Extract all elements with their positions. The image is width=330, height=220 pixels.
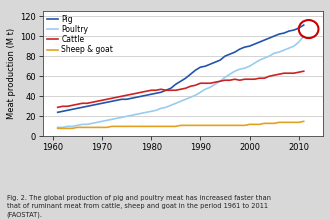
Poultry bbox=[302, 35, 306, 37]
Poultry bbox=[56, 126, 60, 129]
Line: Sheep & goat: Sheep & goat bbox=[58, 121, 304, 128]
Sheep & goat bbox=[129, 125, 133, 128]
Pig bbox=[110, 100, 114, 103]
Poultry bbox=[233, 70, 237, 73]
Line: Cattle: Cattle bbox=[58, 71, 304, 107]
Pig bbox=[129, 97, 133, 100]
Poultry bbox=[297, 41, 301, 43]
Sheep & goat bbox=[110, 125, 114, 128]
Cattle bbox=[218, 80, 222, 82]
Poultry bbox=[218, 80, 222, 82]
Cattle bbox=[110, 97, 114, 100]
Poultry bbox=[129, 114, 133, 117]
Sheep & goat bbox=[233, 124, 237, 127]
Line: Poultry: Poultry bbox=[58, 36, 304, 127]
Pig bbox=[134, 96, 138, 99]
Poultry bbox=[134, 113, 138, 116]
Pig bbox=[297, 27, 301, 29]
Sheep & goat bbox=[56, 127, 60, 130]
Cattle bbox=[233, 78, 237, 81]
Text: Fig. 2. The global production of pig and poultry meat has increased faster than
: Fig. 2. The global production of pig and… bbox=[7, 195, 271, 218]
Cattle bbox=[129, 93, 133, 95]
Pig bbox=[56, 111, 60, 114]
Legend: Pig, Poultry, Cattle, Sheep & goat: Pig, Poultry, Cattle, Sheep & goat bbox=[45, 13, 115, 56]
Pig bbox=[302, 24, 306, 26]
Cattle bbox=[56, 106, 60, 109]
Line: Pig: Pig bbox=[58, 25, 304, 112]
Poultry bbox=[110, 118, 114, 121]
Pig bbox=[218, 59, 222, 61]
Y-axis label: Meat production (M t): Meat production (M t) bbox=[7, 28, 16, 119]
Sheep & goat bbox=[302, 120, 306, 123]
Sheep & goat bbox=[297, 121, 301, 124]
Cattle bbox=[302, 70, 306, 73]
Cattle bbox=[297, 71, 301, 73]
Cattle bbox=[134, 92, 138, 95]
Pig bbox=[233, 51, 237, 53]
Sheep & goat bbox=[134, 125, 138, 128]
Sheep & goat bbox=[218, 124, 222, 127]
